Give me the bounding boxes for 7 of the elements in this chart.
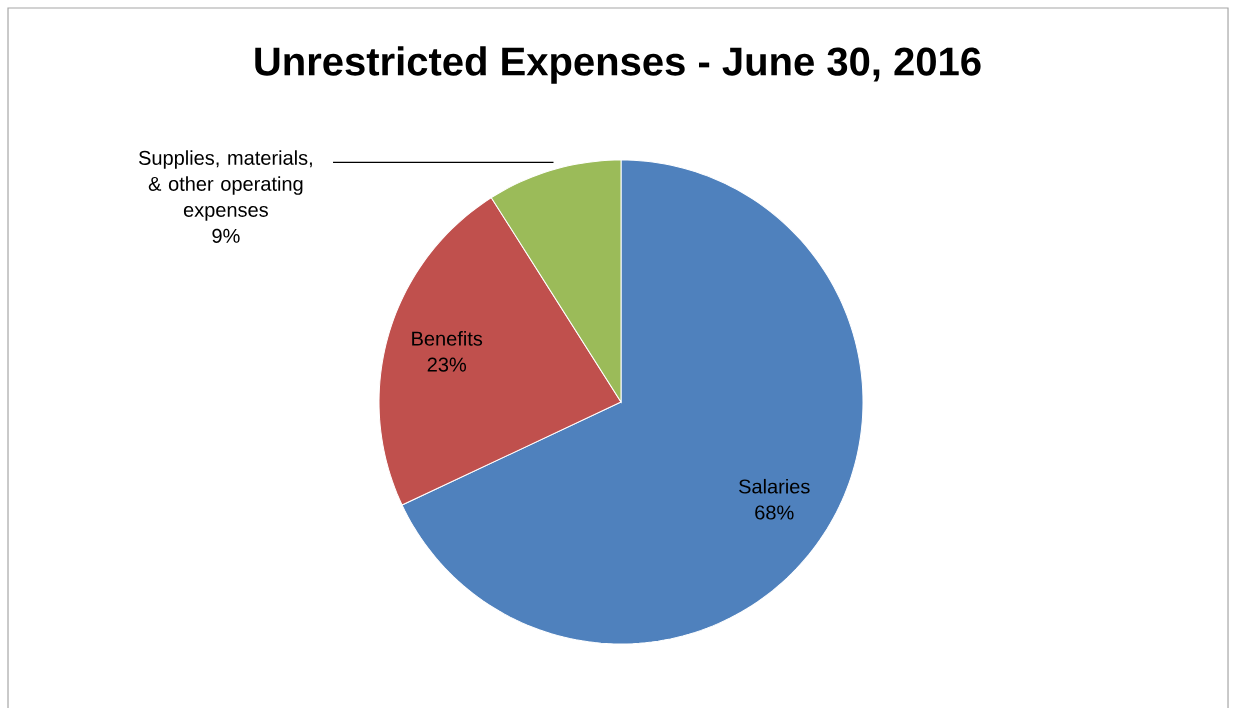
slice-label: Benefits bbox=[412, 331, 483, 346]
data-label: 23% bbox=[427, 357, 467, 372]
slice-label: Supplies, materials, & other operating expenses bbox=[138, 150, 312, 221]
slice-label: Salaries bbox=[739, 478, 810, 494]
chart-title: Unrestricted Expenses - June 30, 2016 bbox=[255, 46, 981, 84]
data-label: 68% bbox=[755, 505, 794, 520]
data-label: 9% bbox=[212, 228, 240, 243]
